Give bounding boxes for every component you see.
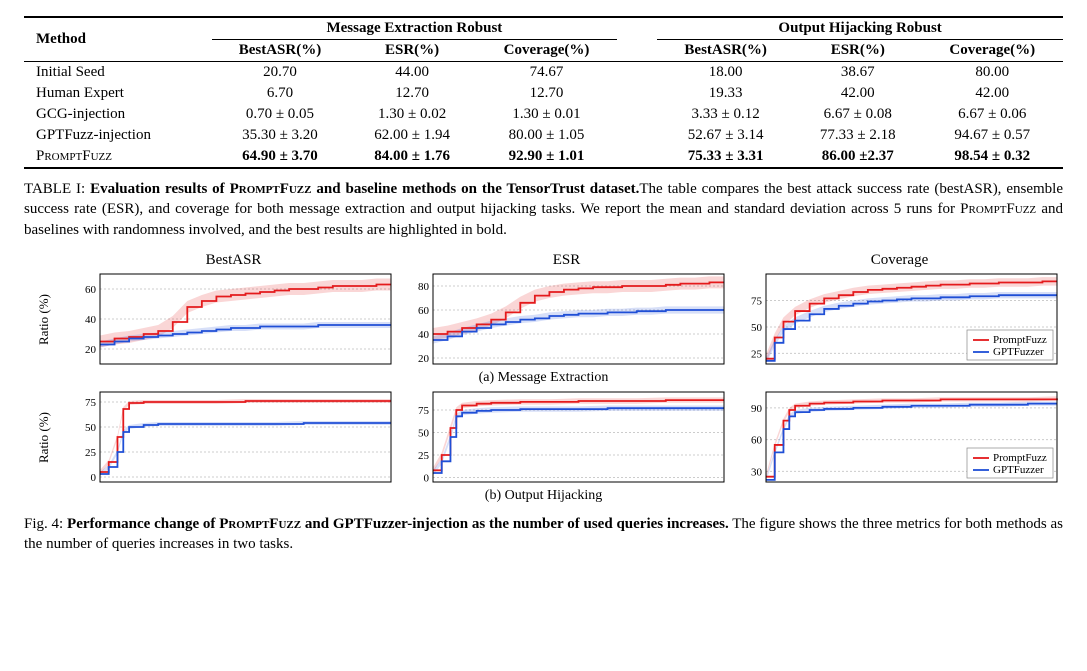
table-cell: 6.70	[212, 83, 349, 104]
svg-text:PromptFuzz: PromptFuzz	[993, 334, 1047, 346]
svg-text:40: 40	[418, 329, 430, 341]
chart-b-bestasr: 0 25 50 75	[70, 388, 397, 488]
table-cell: 64.90 ± 3.70	[212, 146, 349, 168]
table-row-method: Human Expert	[24, 83, 212, 104]
table-cell: 35.30 ± 3.20	[212, 125, 349, 146]
chart-b-esr: 0 25 50 75	[403, 388, 730, 488]
table-cell: 42.00	[922, 83, 1063, 104]
table-cell: 18.00	[657, 62, 794, 84]
svg-text:GPTFuzzer: GPTFuzzer	[993, 464, 1044, 476]
table-caption-label: TABLE I:	[24, 181, 85, 197]
svg-text:40: 40	[85, 314, 97, 326]
table-row-method: Initial Seed	[24, 62, 212, 84]
table-cell: 0.70 ± 0.05	[212, 104, 349, 125]
svg-text:25: 25	[418, 450, 430, 462]
table-cell: 86.00 ±2.37	[794, 146, 921, 168]
chart-b-coverage: 30 60 90 PromptFuzzGPTFuzzer	[736, 388, 1063, 488]
chart-a-bestasr: 20 40 60	[70, 270, 397, 370]
svg-text:60: 60	[418, 305, 430, 317]
svg-text:60: 60	[85, 284, 97, 296]
chart-a-esr: 20 40 60 80	[403, 270, 730, 370]
table-cell: 92.90 ± 1.01	[476, 146, 617, 168]
subcol-bestasr-1: BestASR(%)	[212, 40, 349, 62]
table-cell: 1.30 ± 0.02	[348, 104, 475, 125]
svg-text:50: 50	[85, 422, 97, 434]
table-row-method: GPTFuzz-injection	[24, 125, 212, 146]
subcol-coverage-1: Coverage(%)	[476, 40, 617, 62]
svg-text:50: 50	[418, 427, 430, 439]
svg-text:60: 60	[751, 434, 763, 446]
table-cell: 3.33 ± 0.12	[657, 104, 794, 125]
svg-text:75: 75	[751, 295, 763, 307]
svg-text:PromptFuzz: PromptFuzz	[993, 452, 1047, 464]
svg-text:75: 75	[85, 397, 97, 409]
table-cell: 20.70	[212, 62, 349, 84]
svg-text:90: 90	[751, 403, 763, 415]
row-label-b: (b) Output Hijacking	[24, 488, 1063, 506]
svg-text:75: 75	[418, 405, 430, 417]
svg-text:80: 80	[418, 281, 430, 293]
svg-text:30: 30	[751, 466, 763, 478]
fig-caption-bold: Performance change of PromptFuzz and GPT…	[67, 516, 729, 532]
table-cell: 80.00 ± 1.05	[476, 125, 617, 146]
table-cell: 12.70	[476, 83, 617, 104]
svg-text:20: 20	[418, 353, 430, 365]
fig-caption-label: Fig. 4:	[24, 516, 63, 532]
svg-text:0: 0	[424, 472, 430, 484]
table-cell: 12.70	[348, 83, 475, 104]
table-cell: 6.67 ± 0.06	[922, 104, 1063, 125]
table-cell: 80.00	[922, 62, 1063, 84]
charts-grid: BestASR ESR Coverage Ratio (%) 20 40 60 20…	[24, 252, 1063, 506]
results-table: Method Message Extraction Robust Output …	[24, 16, 1063, 169]
svg-text:GPTFuzzer: GPTFuzzer	[993, 346, 1044, 358]
col-title-coverage: Coverage	[736, 252, 1063, 270]
svg-text:50: 50	[751, 322, 763, 334]
table-cell: 44.00	[348, 62, 475, 84]
table-cell: 75.33 ± 3.31	[657, 146, 794, 168]
col-title-esr: ESR	[403, 252, 730, 270]
table-row-method: PromptFuzz	[24, 146, 212, 168]
chart-a-coverage: 25 50 75 PromptFuzzGPTFuzzer	[736, 270, 1063, 370]
figure-caption: Fig. 4: Performance change of PromptFuzz…	[24, 514, 1063, 555]
table-cell: 19.33	[657, 83, 794, 104]
table-cell: 1.30 ± 0.01	[476, 104, 617, 125]
subcol-bestasr-2: BestASR(%)	[657, 40, 794, 62]
table-cell: 77.33 ± 2.18	[794, 125, 921, 146]
header-group1: Message Extraction Robust	[212, 17, 618, 40]
svg-text:25: 25	[751, 348, 763, 360]
table-row-method: GCG-injection	[24, 104, 212, 125]
table-cell: 42.00	[794, 83, 921, 104]
subcol-esr-1: ESR(%)	[348, 40, 475, 62]
svg-text:20: 20	[85, 344, 97, 356]
table-cell: 74.67	[476, 62, 617, 84]
ylabel-row1: Ratio (%)	[24, 270, 64, 370]
table-caption-bold: Evaluation results of PromptFuzz and bas…	[90, 181, 639, 197]
header-group2: Output Hijacking Robust	[657, 17, 1063, 40]
table-cell: 94.67 ± 0.57	[922, 125, 1063, 146]
svg-text:0: 0	[91, 472, 97, 484]
table-cell: 38.67	[794, 62, 921, 84]
table-caption: TABLE I: Evaluation results of PromptFuz…	[24, 179, 1063, 240]
subcol-esr-2: ESR(%)	[794, 40, 921, 62]
col-title-bestasr: BestASR	[70, 252, 397, 270]
table-cell: 6.67 ± 0.08	[794, 104, 921, 125]
subcol-coverage-2: Coverage(%)	[922, 40, 1063, 62]
ylabel-row2: Ratio (%)	[24, 388, 64, 488]
row-label-a: (a) Message Extraction	[24, 370, 1063, 388]
table-cell: 52.67 ± 3.14	[657, 125, 794, 146]
table-cell: 62.00 ± 1.94	[348, 125, 475, 146]
table-cell: 84.00 ± 1.76	[348, 146, 475, 168]
svg-text:25: 25	[85, 447, 97, 459]
header-method: Method	[24, 17, 212, 62]
table-cell: 98.54 ± 0.32	[922, 146, 1063, 168]
